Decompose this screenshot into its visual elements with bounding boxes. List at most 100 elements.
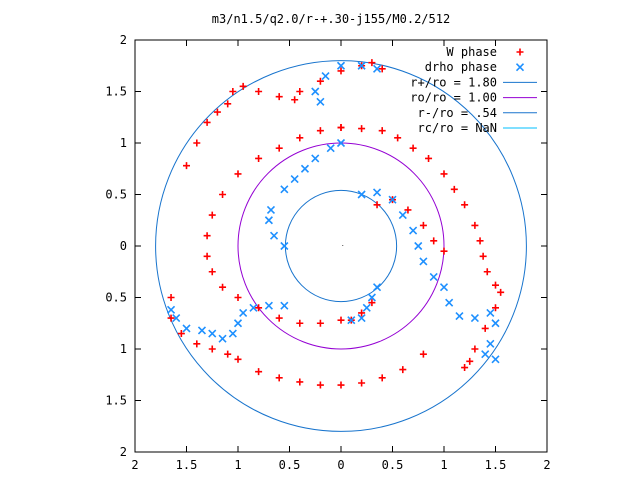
chart-title: m3/n1.5/q2.0/r-+.30-j155/M0.2/512 [212,12,450,26]
y-tick-label: 2 [120,445,127,459]
drho-phase-point [347,316,356,325]
drho-phase-point [372,283,382,292]
legend-label: drho phase [425,60,497,74]
drho-phase-point [316,97,325,106]
w-phase-point [471,221,479,229]
origin-dot: . [341,241,345,248]
w-phase-point [224,100,232,108]
x-tick-label: 1 [440,458,447,472]
w-phase-point [234,170,242,178]
drho-phase-point [228,329,237,338]
w-phase-point [378,127,386,135]
drho-phase-point [372,188,382,197]
drho-phase-point [398,211,407,220]
w-phase-point [167,294,175,301]
w-phase-point [167,314,175,322]
w-phase-point [358,125,366,133]
w-phase-point [461,201,469,209]
w-phase-point [275,144,283,152]
y-tick-label: 1.5 [105,85,127,99]
drho-phase-point [208,329,217,338]
w-phase-point [483,268,491,276]
w-phase-point [476,237,484,245]
drho-phase-point [388,195,397,204]
w-phase-point [234,355,242,363]
drho-phase-point [280,301,289,310]
w-phase-point [316,77,324,85]
w-phase-point [275,93,283,101]
drho-phase-point [280,241,289,251]
w-phase-point [492,281,499,289]
series-w-phase [167,59,505,389]
w-phase-point [208,211,216,219]
drho-phase-point [269,231,279,240]
w-phase-point [203,118,211,126]
drho-phase-point [491,319,500,328]
w-phase-point [337,124,345,132]
w-phase-point [440,247,448,255]
x-tick-label: 0.5 [382,458,404,472]
drho-phase-point [470,314,479,323]
x-tick-label: 2 [131,458,138,472]
w-phase-point [337,316,345,324]
drho-phase-point [439,283,449,292]
x-tick-label: 1.5 [485,458,507,472]
x-tick-label: 2 [543,458,550,472]
w-phase-point [291,96,299,104]
drho-phase-point [218,334,227,343]
w-phase-point [208,268,216,276]
w-phase-point [425,154,433,162]
w-phase-point [275,374,283,382]
drho-phase-point [321,71,330,81]
drho-phase-point [367,293,376,302]
drho-phase-point [166,305,176,314]
drho-phase-point [486,339,495,348]
w-phase-point [219,283,227,291]
drho-phase-point [429,272,438,281]
drho-phase-point [455,311,464,321]
x-tick-label: 1.5 [176,458,198,472]
legend-marker [516,48,524,56]
drho-phase-point [445,298,454,307]
drho-phase-point [266,205,276,215]
legend-marker [515,63,525,72]
y-tick-label: 0 [120,239,127,253]
w-phase-point [358,379,366,387]
w-phase-point [409,144,417,152]
y-tick-label: 0.5 [105,188,127,202]
drho-phase-point [182,324,191,333]
drho-phase-point [362,303,371,312]
drho-phase-point [326,144,335,153]
drho-phase-point [311,154,320,163]
drho-phase-point [357,61,366,70]
legend-label: ro/ro = 1.00 [410,91,497,105]
w-phase-point [358,309,366,317]
y-tick-label: 0.5 [105,291,127,305]
data-marks [166,59,505,389]
w-phase-point [373,201,381,209]
w-phase-point [481,324,489,332]
drho-phase-point [233,319,243,328]
w-phase-point [255,154,263,162]
w-phase-point [234,294,242,301]
drho-phase-point [249,303,258,312]
y-tick-label: 2 [120,33,127,47]
legend-label: rc/ro = NaN [418,121,497,135]
w-phase-point [316,127,324,135]
w-phase-point [461,364,469,372]
drho-phase-point [197,326,207,335]
w-phase-point [466,357,474,365]
w-phase-point [450,185,458,193]
w-phase-point [316,319,324,327]
drho-phase-point [300,164,310,173]
w-phase-point [193,340,201,348]
drho-phase-point [311,87,320,96]
w-phase-point [203,232,211,240]
w-phase-point [177,330,185,338]
w-phase-point [404,206,412,214]
w-phase-point [471,345,479,353]
drho-phase-point [414,241,423,251]
drho-phase-point [280,185,289,194]
w-phase-point [255,368,263,376]
